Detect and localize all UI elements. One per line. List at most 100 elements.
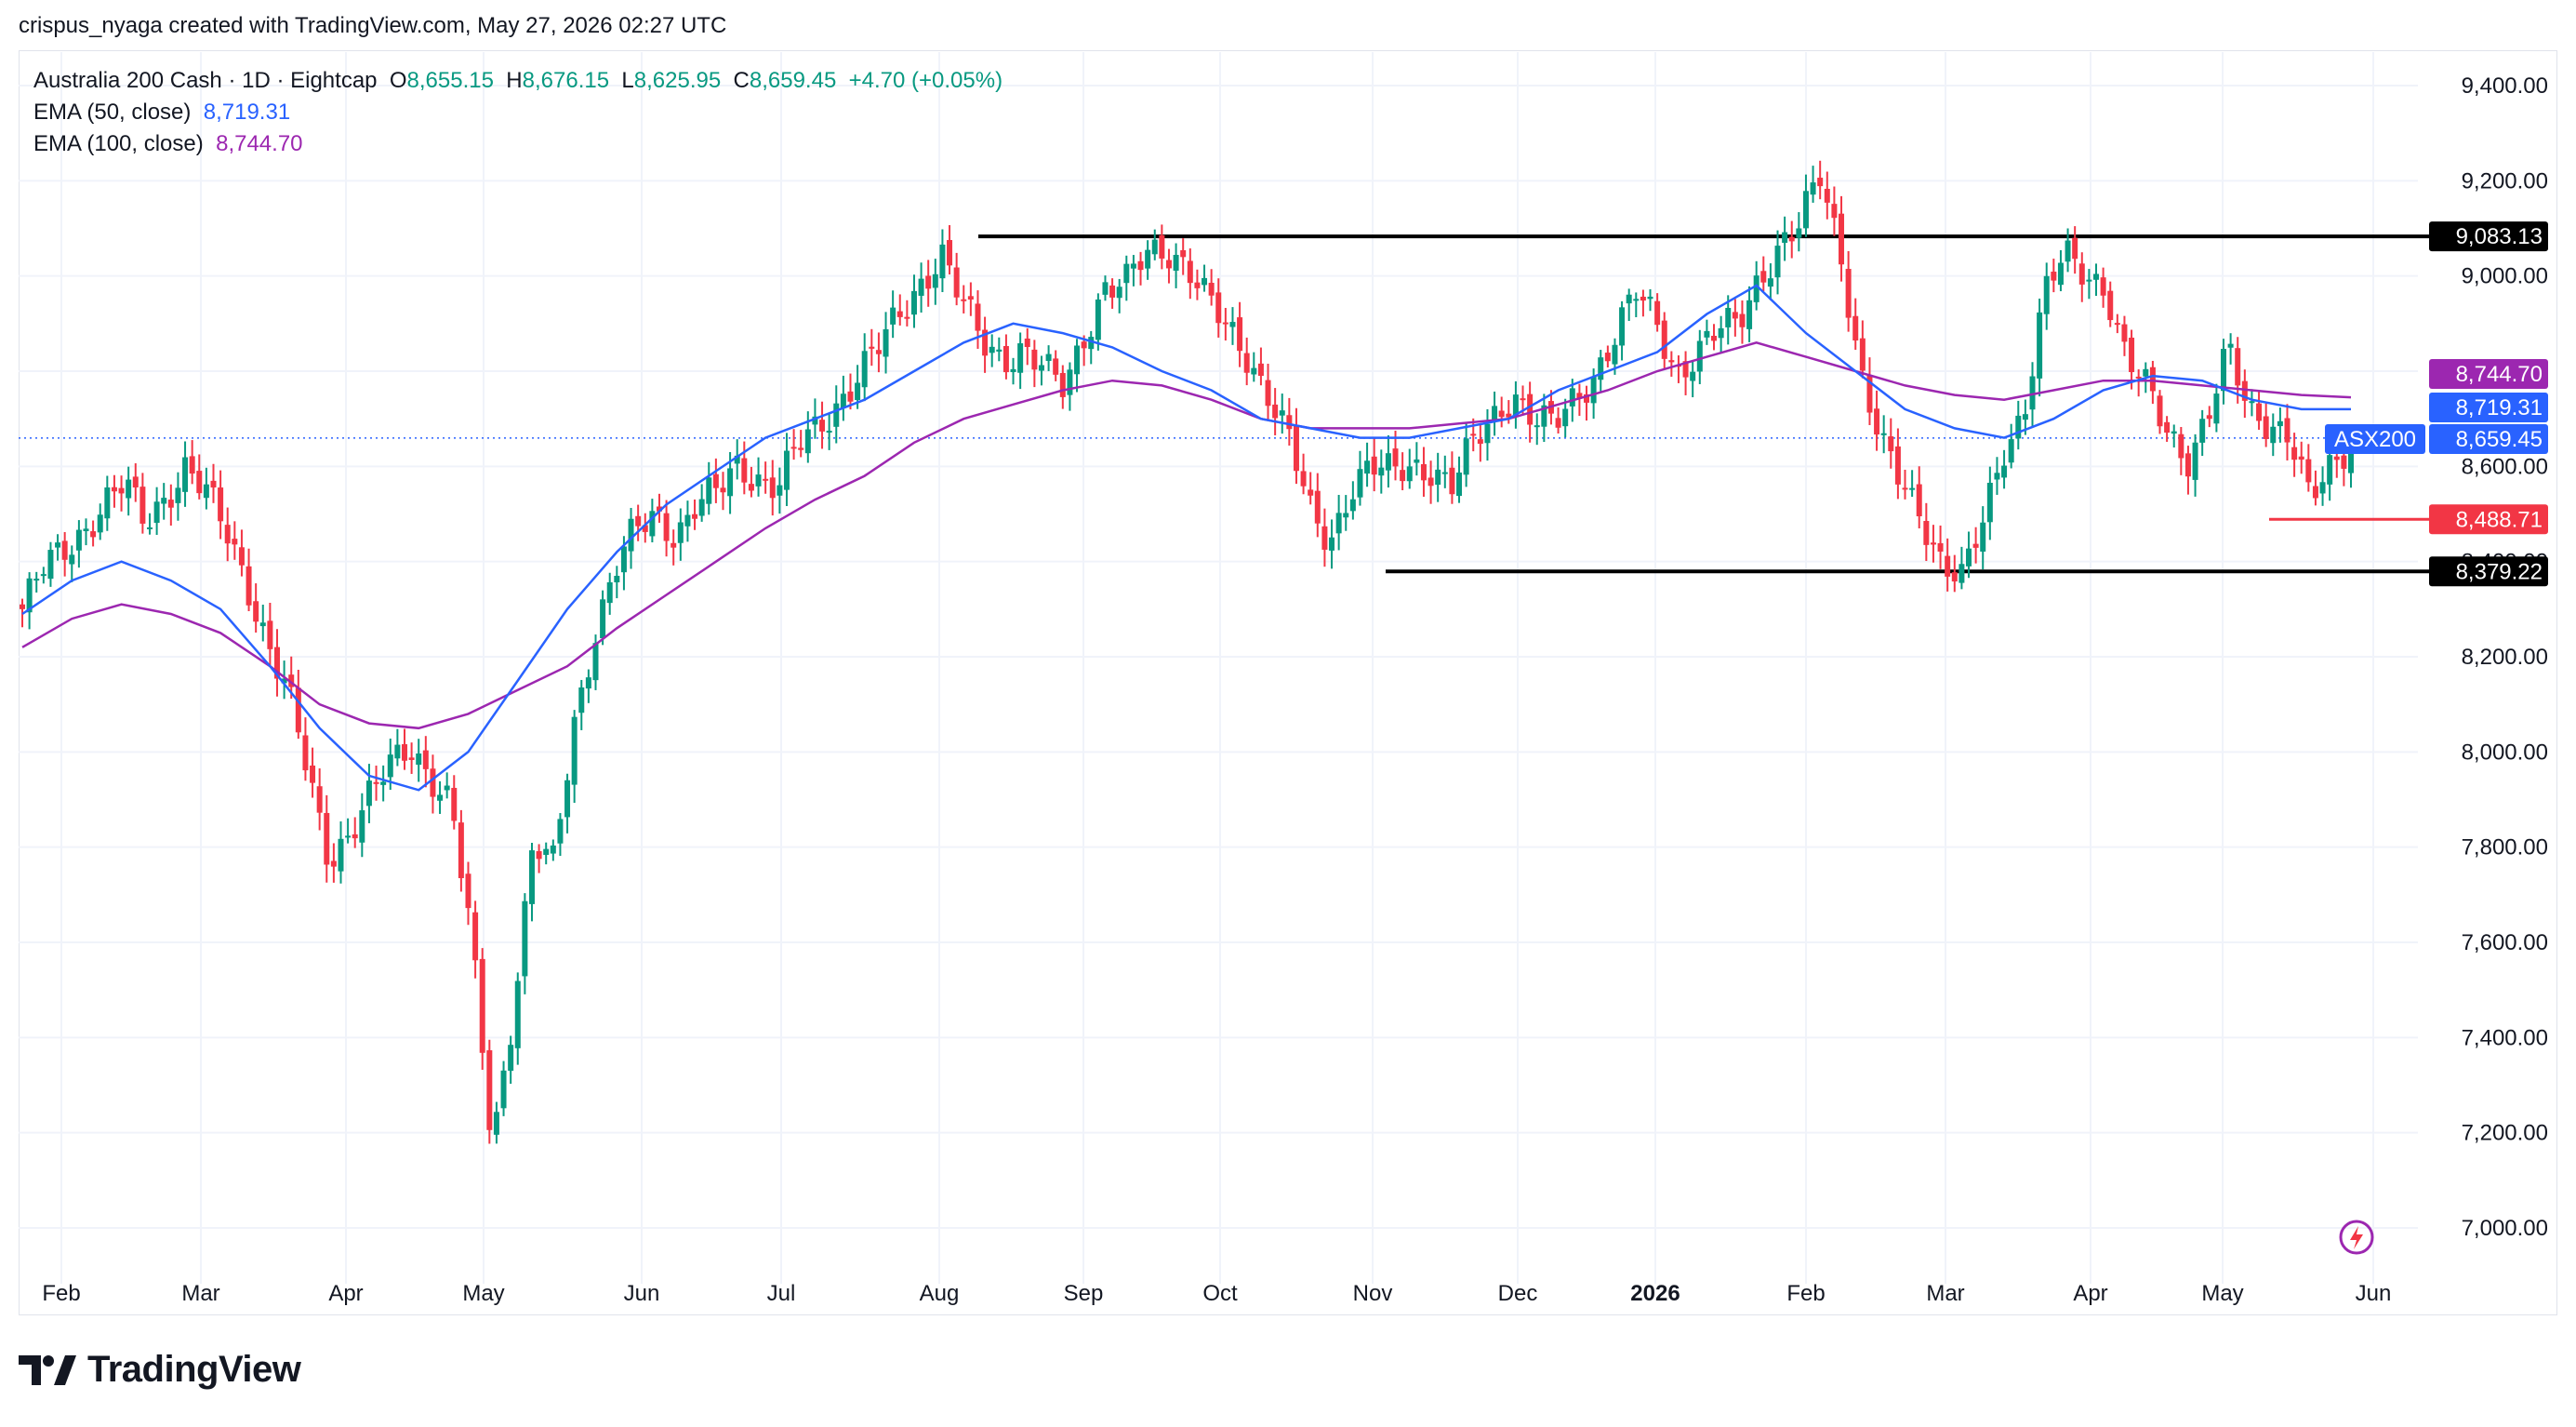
candle-body (196, 471, 203, 494)
candle-body (649, 511, 656, 537)
symbol-name[interactable]: Australia 200 Cash · 1D · Eightcap (33, 68, 378, 93)
candles-series (20, 160, 2354, 1144)
candle-body (1498, 410, 1505, 418)
candle-body (2178, 433, 2184, 459)
y-tick-label: 8,000.00 (2462, 740, 2548, 765)
candle-body (564, 780, 571, 818)
ema50-label: EMA (50, close) (33, 100, 192, 125)
candle-body (734, 455, 740, 464)
candle-body (408, 757, 415, 760)
candle-body (2107, 290, 2114, 321)
candle-body (720, 487, 726, 493)
candle-body (1527, 393, 1534, 425)
candle-body (2078, 263, 2085, 285)
candle-body (2341, 455, 2347, 469)
candle-body (2221, 349, 2227, 392)
candle-body (1279, 410, 1285, 416)
candle-body (75, 529, 82, 551)
candle-body (2121, 324, 2128, 342)
chart-frame[interactable] (19, 50, 2557, 1315)
price-label-box (2429, 221, 2548, 252)
candle-body (826, 431, 832, 433)
high-value: 8,676.15 (522, 68, 610, 93)
candle-body (1753, 275, 1759, 302)
candle-body (982, 329, 989, 356)
low-value: 8,625.95 (633, 68, 722, 93)
lightning-icon[interactable] (2336, 1217, 2377, 1258)
candle-body (1017, 343, 1024, 373)
candle-body (1739, 313, 1746, 327)
candle-body (126, 479, 132, 499)
candle-body (1180, 249, 1187, 258)
candle-body (2305, 459, 2312, 483)
candle-body (1215, 292, 1222, 324)
candle-body (1725, 307, 1732, 327)
candle-body (2249, 401, 2255, 404)
candle-body (1647, 296, 1653, 300)
chart-attribution: crispus_nyaga created with TradingView.c… (19, 13, 727, 38)
candle-body (777, 485, 783, 496)
x-tick-label: Oct (1202, 1281, 1238, 1306)
candle-body (614, 576, 620, 582)
candle-body (1406, 466, 1413, 482)
candle-body (1343, 513, 1349, 518)
candle-body (1696, 340, 1703, 372)
candle-body (1477, 439, 1483, 445)
candle-body (1824, 188, 1830, 203)
x-tick-label: Feb (1786, 1281, 1825, 1306)
candle-body (1484, 423, 1491, 444)
candle-body (763, 478, 769, 481)
candle-body (26, 578, 33, 613)
candle-body (1972, 543, 1979, 548)
x-tick-label: Jun (624, 1281, 660, 1306)
candle-body (1010, 368, 1016, 373)
candlestick-chart[interactable]: 7,000.00 7,200.00 7,400.00 7,600.00 7,800.00… (0, 0, 2576, 1330)
candle-body (2051, 272, 2057, 281)
candle-body (1796, 228, 1802, 238)
y-tick-label: 7,000.00 (2462, 1216, 2548, 1241)
candle-body (1067, 369, 1073, 395)
candle-body (1817, 178, 1824, 187)
candle-body (1003, 345, 1009, 373)
candle-body (444, 785, 450, 791)
candle-body (422, 750, 429, 769)
candle-body (175, 487, 181, 503)
candle-body (1031, 349, 1038, 370)
candle-body (1024, 338, 1030, 347)
candle-body (1930, 542, 1936, 545)
candle-body (2206, 415, 2212, 420)
candle-body (1576, 393, 1583, 399)
price-labels: 9,083.13 8,744.70 8,719.31 8,659.45 ASX200 8,… (2325, 221, 2548, 587)
candle-body (883, 328, 889, 357)
candle-body (2256, 403, 2263, 421)
candle-body (2008, 439, 2014, 463)
candle-body (1059, 372, 1066, 397)
ema100-row[interactable]: EMA (100, close) 8,744.70 (33, 128, 1003, 160)
candle-body (1704, 330, 1710, 338)
candle-body (189, 456, 195, 474)
candle-body (1902, 487, 1908, 490)
candle-body (2263, 416, 2269, 439)
candle-body (2037, 312, 2043, 379)
candle-body (2143, 368, 2149, 377)
candle-body (1661, 320, 1667, 359)
candle-body (861, 351, 868, 388)
candle-body (847, 391, 854, 402)
candle-body (1994, 473, 2000, 480)
tradingview-logo[interactable]: TradingView (19, 1349, 301, 1391)
candle-body (1619, 307, 1626, 346)
candle-body (1520, 398, 1526, 401)
change-value: +4.70 (+0.05%) (848, 68, 1003, 93)
price-label-text: 8,659.45 (2456, 427, 2543, 452)
candle-body (430, 768, 436, 797)
candle-body (161, 498, 167, 504)
candle-body (1173, 254, 1179, 271)
candle-body (1371, 456, 1377, 475)
candle-body (1208, 282, 1215, 296)
y-tick-label: 8,200.00 (2462, 645, 2548, 670)
candle-body (663, 513, 670, 541)
candle-body (2227, 343, 2234, 348)
candle-body (246, 566, 252, 606)
ema50-row[interactable]: EMA (50, close) 8,719.31 (33, 97, 1003, 128)
candle-body (550, 845, 556, 854)
